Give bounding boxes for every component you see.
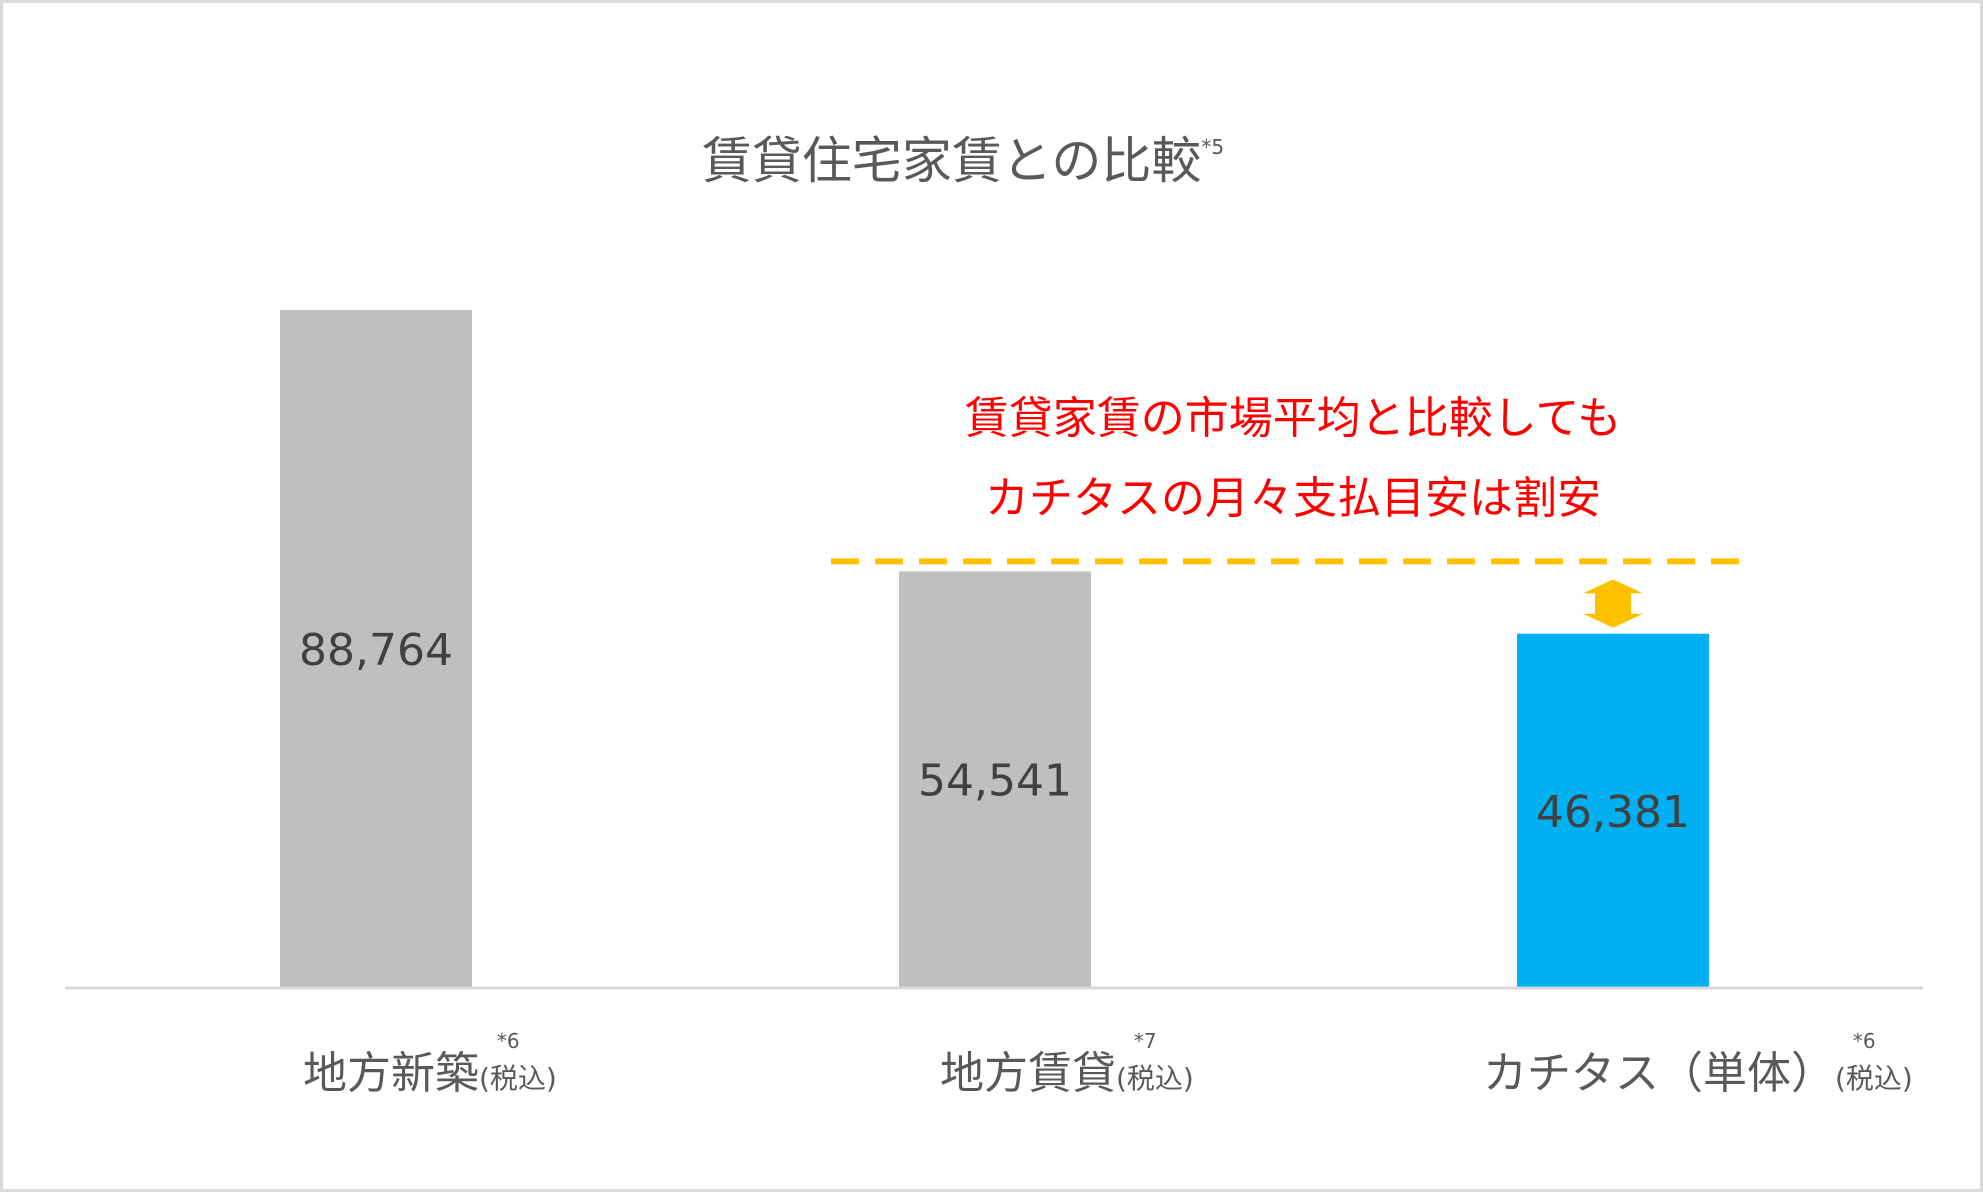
bar-2 (899, 571, 1091, 988)
bar-chart: 賃貸住宅家賃との比較*5 88,764 54,541 46,381 賃貸家賃の市場平… (65, 132, 1923, 1099)
category-label-1: 地方新築(税込) (303, 1048, 557, 1099)
chart-title: 賃貸住宅家賃との比較*5 (702, 132, 1224, 190)
bar-value-label-1: 88,764 (299, 625, 453, 676)
category-name: 地方賃貸 (940, 1048, 1116, 1099)
category-label-2: 地方賃貸(税込) (940, 1048, 1194, 1099)
bar-value-label-2: 54,541 (918, 756, 1072, 807)
category-tax-suffix: (税込) (1116, 1062, 1194, 1095)
bar-value-label-3: 46,381 (1536, 787, 1690, 838)
category-note-1: *6 (497, 1029, 520, 1053)
bar-3 (1517, 633, 1709, 988)
category-tax-suffix: (税込) (479, 1062, 557, 1095)
category-tax-suffix: (税込) (1835, 1062, 1913, 1095)
category-note-2: *7 (1134, 1029, 1157, 1053)
annotation-line-2: カチタスの月々支払目安は割安 (985, 473, 1601, 524)
bar-1 (280, 310, 472, 988)
category-note-3: *6 (1853, 1029, 1876, 1053)
bars-layer: 88,764 54,541 46,381 (65, 310, 1923, 990)
category-name: カチタス（単体） (1483, 1048, 1835, 1099)
annotation-line-1: 賃貸家賃の市場平均と比較しても (965, 393, 1621, 444)
chart-title-text: 賃貸住宅家賃との比較 (702, 132, 1202, 190)
category-label-3: カチタス（単体）(税込) (1483, 1048, 1913, 1099)
category-name: 地方新築 (303, 1048, 479, 1099)
chart-title-note: *5 (1201, 135, 1224, 159)
difference-arrow-icon (1583, 579, 1643, 628)
